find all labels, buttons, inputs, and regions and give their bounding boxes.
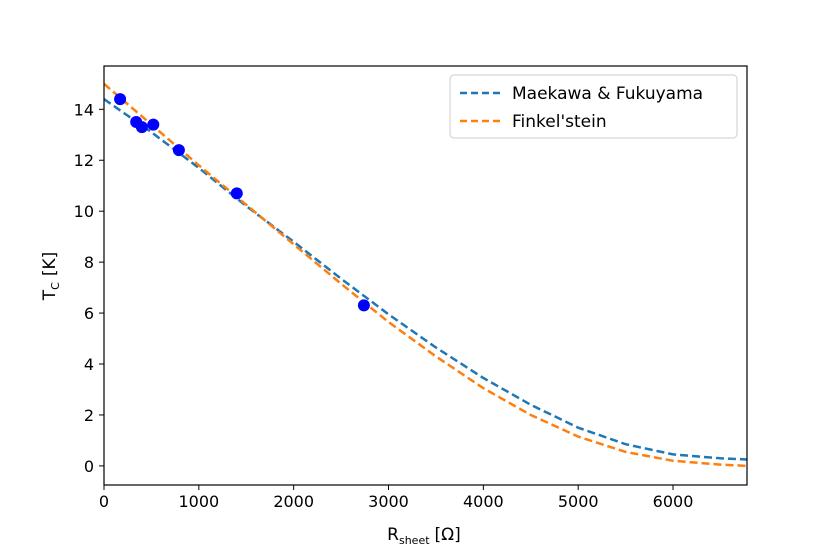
x-tick-label: 5000 [558, 492, 599, 511]
plot-area [104, 82, 747, 468]
y-axis-label: TC[K] [40, 252, 62, 302]
legend: Maekawa & Fukuyama Finkel'stein [449, 74, 738, 139]
x-axis-label: Rsheet [Ω] [387, 525, 461, 547]
y-tick-label: 4 [84, 355, 94, 374]
legend-box [449, 74, 738, 139]
y-tick-label: 12 [74, 151, 94, 170]
data-point [172, 144, 185, 157]
plot-frame [103, 65, 748, 486]
x-tick-label: 1000 [178, 492, 219, 511]
y-tick-label: 6 [84, 304, 94, 323]
data-point [357, 299, 370, 312]
y-tick-label: 2 [84, 406, 94, 425]
axis-ticks: 0 1000 2000 3000 4000 5000 6000 0 2 4 6 8 10 12 14 [74, 100, 694, 511]
y-tick-label: 14 [74, 100, 94, 119]
y-tick-label: 8 [84, 253, 94, 272]
x-tick-label: 6000 [653, 492, 694, 511]
x-tick-label: 3000 [368, 492, 409, 511]
legend-label-finkelstein: Finkel'stein [512, 112, 607, 132]
x-tick-label: 0 [99, 492, 109, 511]
data-point [135, 121, 148, 134]
legend-label-maekawa: Maekawa & Fukuyama [512, 84, 703, 104]
series-line-0 [104, 98, 747, 461]
data-point [147, 118, 160, 131]
y-tick-label: 10 [74, 202, 94, 221]
data-point [230, 187, 243, 200]
x-tick-label: 2000 [273, 492, 314, 511]
x-tick-label: 4000 [463, 492, 504, 511]
data-point [114, 93, 127, 106]
series-line-1 [104, 82, 747, 468]
y-tick-label: 0 [84, 457, 94, 476]
